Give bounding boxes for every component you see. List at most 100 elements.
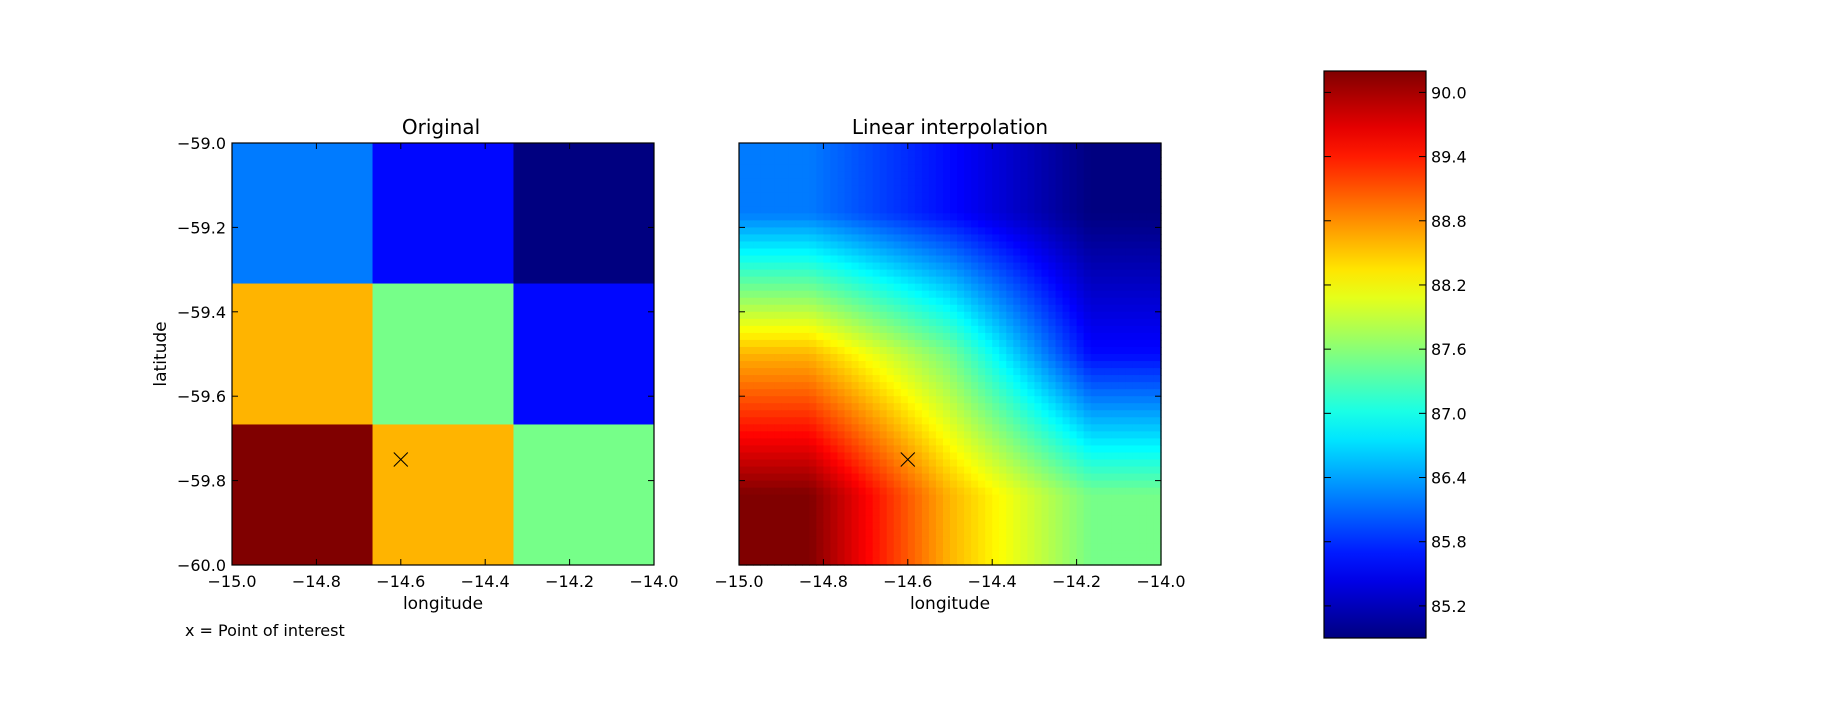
- interpolated-cell: [1132, 164, 1141, 172]
- interpolated-cell: [950, 354, 958, 362]
- interpolated-cell: [809, 241, 817, 250]
- interpolated-cell: [1034, 178, 1043, 186]
- interpolated-cell: [999, 297, 1007, 306]
- interpolated-cell: [795, 515, 803, 524]
- interpolated-cell: [1034, 269, 1043, 278]
- interpolated-cell: [964, 332, 972, 341]
- interpolated-cell: [1076, 213, 1085, 221]
- interpolated-cell: [739, 164, 747, 172]
- interpolated-cell: [985, 508, 993, 517]
- interpolated-cell: [837, 262, 846, 271]
- interpolated-cell: [1153, 164, 1162, 172]
- interpolated-cell: [781, 536, 789, 545]
- interpolated-cell: [809, 403, 817, 411]
- interpolated-cell: [802, 213, 810, 221]
- interpolated-cell: [907, 157, 916, 165]
- interpolated-cell: [1153, 234, 1162, 243]
- interpolated-cell: [1041, 550, 1050, 559]
- interpolated-cell: [1020, 445, 1028, 454]
- interpolated-cell: [1020, 508, 1028, 517]
- interpolated-cell: [1111, 290, 1120, 299]
- interpolated-cell: [879, 417, 888, 425]
- interpolated-cell: [851, 389, 860, 397]
- interpolated-cell: [753, 396, 761, 404]
- interpolated-cell: [1013, 297, 1021, 306]
- interpolated-cell: [767, 269, 775, 278]
- interpolated-cell: [1020, 515, 1028, 524]
- interpolated-cell: [1034, 382, 1043, 390]
- interpolated-cell: [1076, 346, 1085, 355]
- interpolated-cell: [1153, 480, 1162, 489]
- interpolated-cell: [900, 325, 909, 334]
- interpolated-cell: [928, 213, 937, 221]
- interpolated-cell: [992, 501, 1000, 510]
- interpolated-cell: [935, 241, 944, 250]
- interpolated-cell: [1146, 290, 1155, 299]
- interpolated-cell: [767, 255, 775, 264]
- interpolated-cell: [781, 318, 789, 327]
- interpolated-cell: [907, 403, 916, 411]
- interpolated-cell: [1027, 185, 1035, 193]
- interpolated-cell: [1146, 550, 1155, 559]
- interpolated-cell: [851, 375, 860, 383]
- interpolated-cell: [999, 157, 1007, 165]
- interpolated-cell: [1111, 375, 1120, 383]
- interpolated-cell: [1090, 529, 1099, 538]
- interpolated-cell: [1083, 522, 1092, 531]
- interpolated-cell: [879, 543, 888, 552]
- interpolated-cell: [1076, 417, 1085, 425]
- interpolated-cell: [1146, 213, 1155, 221]
- interpolated-cell: [893, 143, 902, 151]
- interpolated-cell: [1020, 171, 1028, 179]
- interpolated-cell: [886, 431, 895, 439]
- interpolated-cell: [1041, 157, 1050, 165]
- interpolated-cell: [746, 227, 754, 236]
- interpolated-cell: [774, 431, 782, 439]
- interpolated-cell: [767, 276, 775, 285]
- interpolated-cell: [1006, 354, 1014, 362]
- interpolated-cell: [921, 389, 930, 397]
- interpolated-cell: [739, 522, 747, 531]
- interpolated-cell: [1118, 346, 1127, 355]
- interpolated-cell: [753, 354, 761, 362]
- interpolated-cell: [802, 403, 810, 411]
- interpolated-cell: [830, 178, 839, 186]
- interpolated-cell: [1006, 311, 1014, 320]
- interpolated-cell: [830, 234, 839, 243]
- interpolated-cell: [1055, 466, 1064, 475]
- interpolated-cell: [1041, 375, 1050, 383]
- interpolated-cell: [1062, 171, 1071, 179]
- interpolated-cell: [985, 368, 993, 376]
- interpolated-cell: [1027, 480, 1035, 489]
- interpolated-cell: [1006, 424, 1014, 432]
- interpolated-cell: [999, 368, 1007, 376]
- interpolated-cell: [907, 283, 916, 292]
- interpolated-cell: [739, 557, 747, 566]
- interpolated-cell: [1027, 410, 1035, 418]
- heatmap-cell: [372, 283, 514, 425]
- interpolated-cell: [767, 339, 775, 348]
- interpolated-cell: [950, 522, 958, 531]
- interpolated-cell: [837, 536, 846, 545]
- interpolated-cell: [1132, 487, 1141, 496]
- interpolated-cell: [1118, 150, 1127, 158]
- interpolated-cell: [1076, 445, 1085, 454]
- interpolated-cell: [985, 262, 993, 271]
- interpolated-cell: [1083, 382, 1092, 390]
- interpolated-cell: [992, 318, 1000, 327]
- interpolated-cell: [767, 171, 775, 179]
- interpolated-cell: [844, 557, 853, 566]
- interpolated-cell: [1083, 269, 1092, 278]
- interpolated-cell: [1139, 346, 1148, 355]
- interpolated-cell: [950, 241, 958, 250]
- interpolated-cell: [1090, 234, 1099, 243]
- interpolated-cell: [851, 206, 860, 214]
- interpolated-cell: [964, 501, 972, 510]
- interpolated-cell: [893, 361, 902, 369]
- heatmap-cell: [513, 283, 655, 425]
- interpolated-cell: [1097, 234, 1106, 243]
- interpolated-cell: [964, 417, 972, 425]
- interpolated-cell: [1104, 368, 1113, 376]
- interpolated-cell: [865, 522, 874, 531]
- interpolated-cell: [879, 164, 888, 172]
